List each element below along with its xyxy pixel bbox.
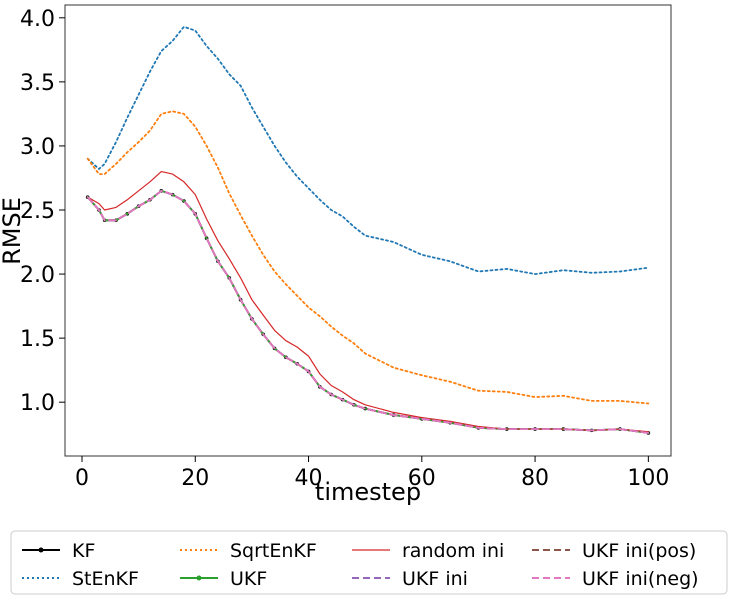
data-point-ukf bbox=[126, 212, 129, 216]
legend: KF StEnKF SqrtEnKF UKF random ini UKF ini UKF … bbox=[10, 530, 728, 595]
series-line-ukf-ini-neg bbox=[86, 189, 650, 434]
legend-label-ukf: UKF bbox=[230, 568, 267, 590]
x-tick-label: 0 bbox=[75, 466, 89, 491]
x-tick-label: 80 bbox=[521, 466, 549, 491]
legend-label-random-ini: random ini bbox=[402, 540, 504, 562]
x-axis-label: timestep bbox=[315, 478, 421, 506]
legend-label-kf: KF bbox=[72, 540, 95, 562]
y-tick-label: 1.0 bbox=[20, 391, 55, 416]
series-line-sqrtenkf bbox=[86, 110, 650, 405]
legend-label-ukf-ini-neg: UKF ini(neg) bbox=[582, 568, 699, 590]
x-tick-label: 100 bbox=[627, 466, 669, 491]
x-tick-label: 20 bbox=[181, 466, 209, 491]
data-point-ukf bbox=[205, 236, 208, 240]
x-axis-ticks: 0 20 40 60 80 100 bbox=[75, 456, 669, 491]
x-tick-label: 40 bbox=[295, 466, 323, 491]
legend-label-sqrtenkf: SqrtEnKF bbox=[230, 540, 317, 562]
y-tick-label: 2.5 bbox=[20, 199, 55, 224]
plot-frame bbox=[64, 4, 672, 457]
y-tick-label: 4.0 bbox=[20, 7, 55, 32]
plot-series-group bbox=[85, 25, 651, 435]
y-axis-label: RMSE bbox=[0, 197, 26, 265]
y-tick-label: 2.0 bbox=[20, 263, 55, 288]
y-tick-label: 3.0 bbox=[20, 135, 55, 160]
x-tick-label: 60 bbox=[408, 466, 436, 491]
series-line-random-ini bbox=[87, 171, 649, 433]
legend-label-ukf-ini-pos: UKF ini(pos) bbox=[582, 540, 696, 562]
y-tick-label: 3.5 bbox=[20, 71, 55, 96]
legend-marker-kf bbox=[38, 547, 44, 553]
y-axis-ticks: 1.0 1.5 2.0 2.5 3.0 3.5 4.0 bbox=[20, 7, 65, 416]
legend-label-ukf-ini: UKF ini bbox=[402, 568, 468, 590]
y-tick-label: 1.5 bbox=[20, 327, 55, 352]
legend-marker-ukf bbox=[196, 575, 202, 581]
series-line-stenkf bbox=[86, 25, 650, 276]
legend-label-stenkf: StEnKF bbox=[72, 568, 139, 590]
